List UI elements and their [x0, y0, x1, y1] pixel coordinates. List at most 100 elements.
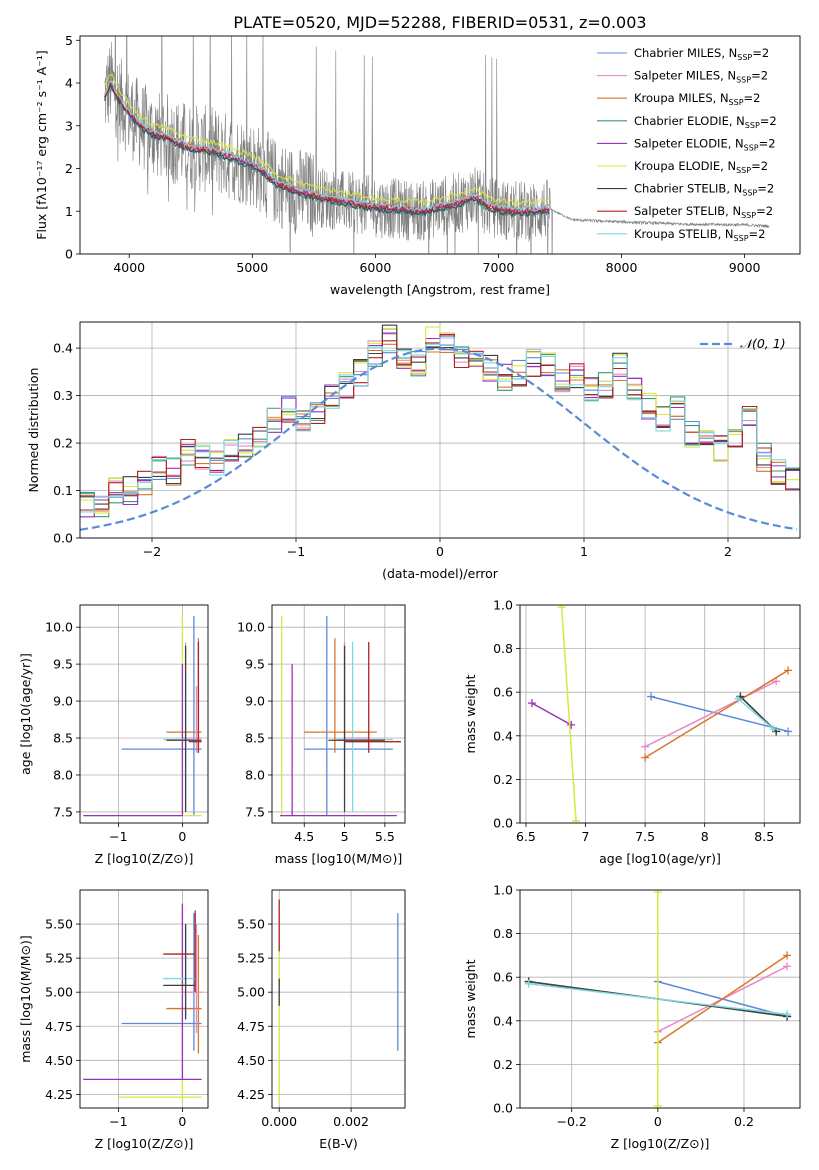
weight-marker [567, 720, 576, 729]
weight-line [737, 698, 775, 730]
y-tick-label: 10.0 [45, 620, 73, 635]
y-tick-label: 5.00 [237, 985, 265, 1000]
weight-line [657, 954, 788, 1044]
x-tick-label: 8.5 [754, 829, 774, 844]
axes-frame [519, 889, 801, 1109]
weight-marker [557, 605, 566, 612]
legend-entry: Kroupa ELODIE, NSSP=2 [634, 159, 768, 175]
x-tick-label: 0 [654, 1114, 662, 1129]
y-tick-label: 5.50 [45, 917, 73, 932]
x-tick-label: −1 [287, 544, 305, 559]
x-tick-label: 4000 [113, 260, 145, 275]
plot-area-mass-vs-Z [83, 903, 202, 1102]
weight-marker [772, 677, 781, 686]
y-tick-label: 0.3 [53, 388, 73, 403]
y-tick-label: 1 [65, 204, 73, 219]
y-axis-label: mass [log10(M/M⊙)] [18, 935, 33, 1063]
axes-frame [79, 35, 801, 255]
y-tick-label: 0.2 [493, 772, 513, 787]
y-tick-label: 5.00 [45, 985, 73, 1000]
y-tick-label: 4 [65, 76, 73, 91]
legend-entry: Kroupa STELIB, NSSP=2 [634, 227, 765, 243]
histogram-step [80, 344, 800, 510]
panel-weight-vs-Z: −0.2 0 0.2 0.0 0.2 0.4 0.6 0.8 1.0 Z [log10(Z/Z⊙)… [463, 883, 801, 1151]
y-tick-label: 0.0 [493, 1101, 513, 1116]
weight-marker [653, 1101, 662, 1108]
y-tick-label: 0.6 [493, 970, 513, 985]
y-tick-label: 4.25 [237, 1087, 265, 1102]
y-tick-label: 4.50 [237, 1053, 265, 1068]
y-tick-label: 1.0 [493, 598, 513, 613]
y-axis-label: age [log10(age/yr)] [18, 653, 33, 775]
x-tick-label: 2 [724, 544, 732, 559]
x-tick-label: −2 [143, 544, 161, 559]
x-tick-label: 4.5 [294, 829, 314, 844]
weight-marker [572, 816, 580, 823]
y-tick-label: 3 [65, 118, 73, 133]
normal-curve [80, 347, 798, 531]
axes-frame [79, 889, 209, 1109]
y-tick-label: 0.4 [493, 728, 513, 743]
legend: 𝒩(0, 1) [700, 336, 786, 351]
x-tick-label: 1 [580, 544, 588, 559]
figure-title: PLATE=0520, MJD=52288, FIBERID=0531, z=0… [233, 13, 646, 32]
y-tick-label: 2 [65, 161, 73, 176]
y-tick-label: 9.0 [53, 694, 73, 709]
legend-entry: Chabrier MILES, NSSP=2 [634, 46, 769, 62]
x-tick-label: 7000 [483, 260, 515, 275]
y-tick-label: 0.2 [53, 436, 73, 451]
histogram-step [80, 337, 800, 513]
y-tick-label: 8.0 [245, 767, 265, 782]
panel-age-vs-mass: 4.5 5 5.5 7.5 8.0 8.5 9.0 9.5 10.0 mass [log10(M/… [237, 604, 406, 866]
weight-line [644, 680, 777, 748]
x-tick-label: 6.5 [516, 829, 536, 844]
weight-marker [734, 694, 743, 703]
y-tick-label: 10.0 [237, 620, 265, 635]
y-tick-label: 0.2 [493, 1057, 513, 1072]
legend-entry: Salpeter STELIB, NSSP=2 [634, 204, 773, 220]
weight-line [560, 607, 577, 821]
axes-frame [519, 604, 801, 824]
legend-entry: Salpeter MILES, NSSP=2 [634, 69, 768, 85]
panel-spectrum: 4000 5000 6000 7000 8000 9000 0 1 2 3 4 5 Chabrier M… [34, 33, 801, 297]
x-tick-label: 0.002 [333, 1114, 369, 1129]
y-tick-label: 5.25 [237, 951, 265, 966]
x-tick-label: 5000 [236, 260, 268, 275]
axes-frame [271, 889, 406, 1109]
x-tick-label: 8 [701, 829, 709, 844]
y-tick-label: 4.25 [45, 1087, 73, 1102]
y-axis-label: Flux [fλ10⁻¹⁷ erg cm⁻² s⁻¹ A⁻¹] [34, 50, 49, 239]
model-line [104, 78, 550, 212]
x-tick-label: 9000 [729, 260, 761, 275]
x-tick-label: 5 [341, 829, 349, 844]
weight-line [528, 982, 788, 1016]
legend-entry: Chabrier ELODIE, NSSP=2 [634, 114, 777, 130]
panel-residuals: −2 −1 0 1 2 0.0 0.1 0.2 0.3 0.4 𝒩(0, 1) (data-model… [26, 321, 801, 581]
x-tick-label: −1 [109, 829, 127, 844]
legend: Chabrier MILES, NSSP=2 Salpeter MILES, NS… [597, 46, 777, 243]
panel-mass-vs-ebv: 0.000 0.002 4.25 4.50 4.75 5.00 5.25 5.50 E(B-V) [237, 889, 406, 1151]
y-tick-label: 0.8 [493, 641, 513, 656]
plot-area-spectrum [104, 36, 770, 254]
legend-entry: Chabrier STELIB, NSSP=2 [634, 182, 774, 198]
y-tick-label: 7.5 [245, 804, 265, 819]
y-tick-label: 1.0 [493, 883, 513, 898]
y-tick-label: 4.50 [45, 1053, 73, 1068]
x-axis-label: Z [log10(Z/Z⊙)] [95, 851, 194, 866]
histogram-step [80, 333, 800, 511]
x-axis-label: mass [log10(M/M⊙)] [275, 851, 403, 866]
plot-area-residuals [80, 324, 800, 531]
y-tick-label: 9.5 [53, 657, 73, 672]
y-tick-label: 9.0 [245, 694, 265, 709]
x-axis-label: age [log10(age/yr)] [599, 851, 721, 866]
weight-line [644, 669, 789, 759]
y-tick-label: 0.0 [493, 816, 513, 831]
y-tick-label: 8.5 [53, 731, 73, 746]
weight-marker [641, 753, 650, 762]
weight-marker [653, 890, 662, 897]
y-tick-label: 8.0 [53, 767, 73, 782]
model-line [104, 80, 550, 213]
legend-entry: 𝒩(0, 1) [740, 336, 786, 351]
y-axis-label: Normed distribution [26, 368, 41, 493]
panel-age-vs-Z: −1 0 7.5 8.0 8.5 9.0 9.5 10.0 Z [log10(Z/Z⊙)] age… [18, 604, 209, 866]
